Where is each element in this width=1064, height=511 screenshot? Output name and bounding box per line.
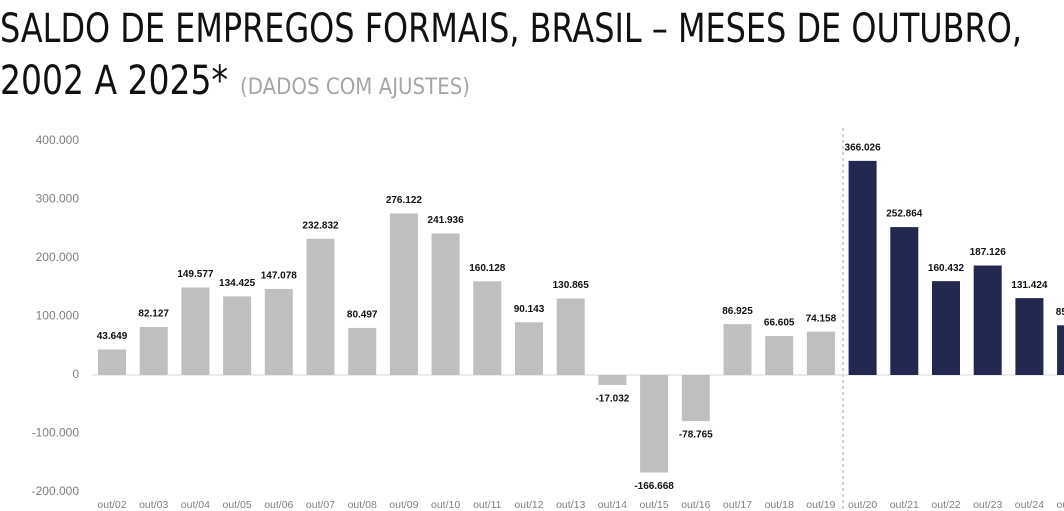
- y-tick-label: 200.000: [36, 250, 80, 264]
- bar: [598, 375, 627, 385]
- value-label: 131.424: [1011, 280, 1048, 291]
- bar: [389, 213, 418, 375]
- bar: [765, 336, 794, 375]
- x-tick-label: out/15: [639, 499, 668, 511]
- bar: [473, 281, 502, 375]
- x-tick-label: out/03: [139, 499, 168, 511]
- bar: [431, 233, 460, 375]
- x-tick-label: out/11: [473, 499, 502, 511]
- x-tick-label: out/17: [723, 499, 752, 511]
- bar: [640, 375, 669, 473]
- bar: [1015, 298, 1044, 375]
- x-tick-label: out/12: [514, 499, 543, 511]
- bar: [556, 298, 585, 375]
- bar: [932, 281, 960, 375]
- bar: [348, 327, 377, 375]
- x-tick-label: out/09: [389, 499, 418, 511]
- bar: [98, 349, 126, 375]
- bar: [681, 375, 710, 422]
- x-tick-label: out/02: [97, 499, 126, 511]
- x-tick-label: out/21: [890, 499, 919, 511]
- x-tick-label: out/18: [765, 499, 794, 511]
- x-tick-label: out/04: [181, 499, 210, 511]
- x-tick-label: out/23: [973, 499, 1002, 511]
- value-label: 74.158: [806, 313, 837, 324]
- x-tick-label: out/16: [681, 499, 710, 511]
- value-label: -78.765: [679, 430, 713, 441]
- value-label: 241.936: [428, 215, 465, 226]
- bar: [139, 326, 168, 375]
- value-label: 80.497: [347, 310, 378, 321]
- value-label: 66.605: [764, 318, 795, 329]
- x-tick-label: out/10: [431, 499, 460, 511]
- value-label: 366.026: [845, 143, 882, 154]
- y-tick-label: 300.000: [36, 192, 80, 206]
- bar: [890, 227, 919, 375]
- value-label: 149.577: [177, 269, 214, 280]
- bar: [181, 287, 210, 375]
- value-label: 90.143: [514, 304, 545, 315]
- bar: [223, 296, 252, 375]
- x-tick-label: out/08: [348, 499, 377, 511]
- value-label: 130.865: [553, 280, 590, 291]
- bar: [264, 288, 293, 375]
- x-tick-label: out/25: [1056, 499, 1064, 511]
- bar: [1057, 325, 1064, 375]
- x-tick-label: out/13: [556, 499, 585, 511]
- chart-title: 2002 A 2025*: [0, 58, 228, 104]
- x-tick-label: out/06: [264, 499, 293, 511]
- value-label: 82.127: [138, 309, 169, 320]
- value-label: 187.126: [970, 247, 1007, 258]
- y-tick-label: 400.000: [36, 133, 80, 147]
- value-label: 43.649: [97, 331, 128, 342]
- x-tick-label: out/14: [598, 499, 627, 511]
- chart-title: SALDO DE EMPREGOS FORMAIS, BRASIL – MESE…: [0, 6, 1022, 52]
- bar: [306, 238, 335, 375]
- x-tick-label: out/20: [848, 499, 877, 511]
- y-tick-label: 100.000: [36, 309, 80, 323]
- value-label: -166.668: [634, 481, 674, 492]
- value-label: 86.925: [722, 306, 753, 317]
- bar: [515, 322, 543, 375]
- value-label: 252.864: [886, 209, 923, 220]
- bar: [973, 265, 1002, 375]
- value-label: -17.032: [595, 394, 629, 405]
- value-label: 134.425: [219, 278, 256, 289]
- bar: [723, 324, 752, 375]
- value-label: 276.122: [386, 195, 423, 206]
- value-label: 85.000: [1056, 307, 1064, 318]
- value-label: 147.078: [261, 271, 298, 282]
- x-tick-label: out/05: [222, 499, 251, 511]
- bar: [848, 160, 877, 375]
- value-label: 160.128: [469, 263, 506, 274]
- chart-subtitle: (DADOS COM AJUSTES): [240, 75, 470, 100]
- value-label: 160.432: [928, 263, 965, 274]
- y-tick-label: 0: [72, 367, 79, 381]
- bar: [806, 331, 835, 375]
- value-label: 232.832: [302, 220, 339, 231]
- x-tick-label: out/19: [806, 499, 835, 511]
- y-tick-label: -100.000: [32, 426, 80, 440]
- x-tick-label: out/22: [931, 499, 960, 511]
- x-tick-label: out/07: [306, 499, 335, 511]
- y-tick-label: -200.000: [32, 484, 80, 498]
- x-tick-label: out/24: [1015, 499, 1044, 511]
